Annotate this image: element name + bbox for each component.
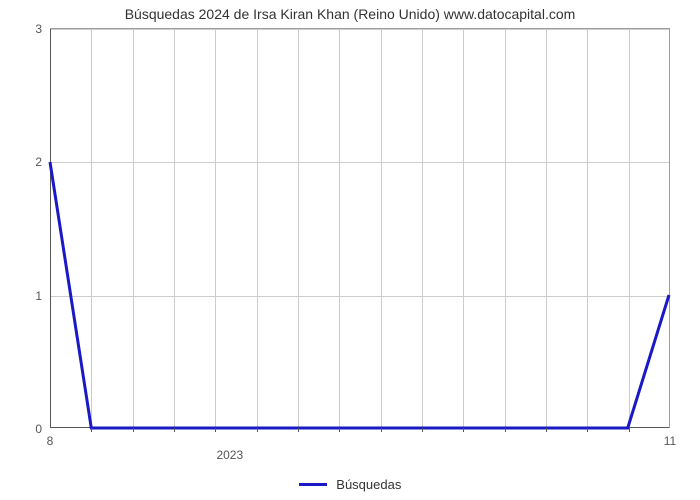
x-tick-label-right: 11 — [664, 428, 676, 448]
x-tick-label-left: 8 — [47, 428, 54, 448]
x-tick-mark — [91, 428, 92, 432]
chart-line-layer — [50, 29, 669, 428]
x-sub-label: 2023 — [216, 428, 243, 462]
x-tick-mark — [463, 428, 464, 432]
x-tick-mark — [546, 428, 547, 432]
x-tick-mark — [422, 428, 423, 432]
legend: Búsquedas — [0, 476, 700, 492]
x-tick-mark — [257, 428, 258, 432]
legend-swatch — [299, 483, 327, 486]
plot-area: 0123 8112023 — [50, 28, 670, 428]
x-tick-mark — [505, 428, 506, 432]
x-tick-mark — [587, 428, 588, 432]
x-tick-mark — [298, 428, 299, 432]
y-tick-label: 1 — [35, 289, 50, 303]
x-tick-mark — [133, 428, 134, 432]
x-tick-mark — [339, 428, 340, 432]
x-tick-mark — [629, 428, 630, 432]
x-tick-mark — [381, 428, 382, 432]
series-line — [50, 162, 669, 428]
x-tick-mark — [174, 428, 175, 432]
y-tick-label: 3 — [35, 22, 50, 36]
legend-label: Búsquedas — [336, 477, 401, 492]
chart-title: Búsquedas 2024 de Irsa Kiran Khan (Reino… — [0, 6, 700, 22]
y-tick-label: 2 — [35, 155, 50, 169]
